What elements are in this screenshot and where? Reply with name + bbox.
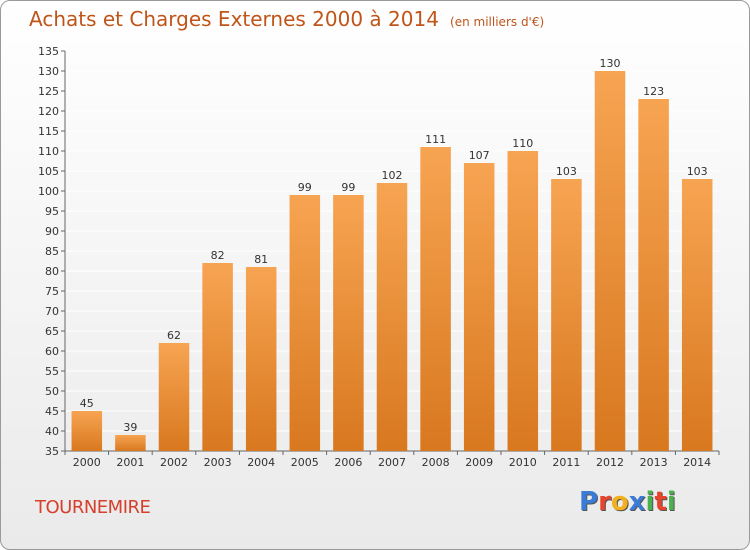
y-tick-label: 80 — [45, 265, 59, 278]
bar — [551, 179, 582, 451]
bar — [289, 195, 321, 451]
bar — [638, 99, 669, 451]
title-row: Achats et Charges Externes 2000 à 2014 (… — [29, 7, 544, 31]
logo-letter: P — [579, 487, 599, 517]
x-tick-label: 2010 — [509, 456, 537, 469]
bar — [115, 435, 146, 451]
bar — [681, 179, 713, 451]
labels: 45 39 62 82 81 99 99 102 111 107 110 103 130 123 103 — [80, 57, 708, 434]
y-tick-label: 100 — [38, 185, 59, 198]
x-tick-label: 2005 — [291, 456, 319, 469]
logo-letter: t — [654, 487, 667, 517]
x-tick-label: 2004 — [247, 456, 275, 469]
data-label: 81 — [254, 253, 268, 266]
y-tick-label: 125 — [38, 85, 59, 98]
chart-title: Achats et Charges Externes 2000 à 2014 — [29, 7, 439, 31]
x-tick-label: 2009 — [465, 456, 493, 469]
y-tick-label: 55 — [45, 365, 59, 378]
x-tick-label: 2006 — [334, 456, 362, 469]
y-tick-label: 50 — [45, 385, 59, 398]
x-tick-label: 2013 — [640, 456, 668, 469]
y-tick-label: 95 — [45, 205, 59, 218]
y-tick-label: 115 — [38, 125, 59, 138]
y-tick-label: 120 — [38, 105, 59, 118]
data-label: 107 — [469, 149, 490, 162]
bar — [507, 151, 539, 451]
place-name: TOURNEMIRE — [35, 497, 151, 518]
bar — [463, 163, 495, 451]
y-tick-label: 40 — [45, 425, 59, 438]
data-label: 99 — [298, 181, 312, 194]
logo-letter: i — [645, 487, 655, 517]
bar — [158, 343, 190, 451]
data-label: 62 — [167, 329, 181, 342]
data-label: 111 — [425, 133, 446, 146]
x-tick-label: 2008 — [422, 456, 450, 469]
y-tick-label: 90 — [45, 225, 59, 238]
data-label: 82 — [211, 249, 225, 262]
bar — [71, 411, 103, 451]
y-tick-label: 65 — [45, 325, 59, 338]
x-tick-label: 2003 — [204, 456, 232, 469]
data-label: 39 — [123, 421, 137, 434]
data-label: 130 — [600, 57, 621, 70]
bars — [71, 71, 713, 451]
data-label: 103 — [687, 165, 708, 178]
logo-letter: o — [610, 487, 629, 517]
bar — [333, 195, 364, 451]
chart-unit: (en milliers d'€) — [450, 15, 545, 29]
bar — [420, 147, 451, 451]
x-tick-label: 2014 — [683, 456, 711, 469]
data-label: 102 — [382, 169, 403, 182]
y-tick-label: 85 — [45, 245, 59, 258]
proxiti-logo: Proxiti — [579, 487, 676, 517]
x-tick-label: 2007 — [378, 456, 406, 469]
x-tick-label: 2000 — [73, 456, 101, 469]
y-tick-label: 35 — [45, 445, 59, 458]
x-tick-label: 2002 — [160, 456, 188, 469]
y-tick-label: 130 — [38, 65, 59, 78]
data-label: 45 — [80, 397, 94, 410]
y-tick-label: 60 — [45, 345, 59, 358]
data-label: 99 — [341, 181, 355, 194]
x-tick-label: 2001 — [116, 456, 144, 469]
bar — [376, 183, 408, 451]
data-label: 110 — [512, 137, 533, 150]
data-label: 123 — [643, 85, 664, 98]
logo-letter: r — [598, 487, 611, 517]
y-tick-label: 45 — [45, 405, 59, 418]
bar — [594, 71, 626, 451]
y-tick-label: 70 — [45, 305, 59, 318]
logo-letter: i — [666, 487, 676, 517]
x-tick-label: 2011 — [552, 456, 580, 469]
bar — [202, 263, 233, 451]
y-tick-label: 75 — [45, 285, 59, 298]
y-tick-label: 135 — [38, 45, 59, 58]
y-tick-label: 105 — [38, 165, 59, 178]
x-tick-label: 2012 — [596, 456, 624, 469]
data-label: 103 — [556, 165, 577, 178]
bar — [245, 267, 277, 451]
logo-letter: x — [628, 487, 646, 517]
y-tick-label: 110 — [38, 145, 59, 158]
